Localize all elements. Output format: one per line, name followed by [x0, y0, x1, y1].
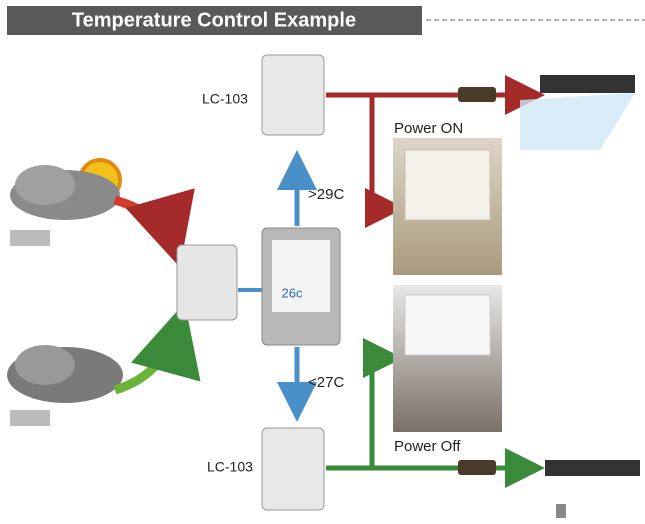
diagram: Temperature Control Example 26c >29C <27… — [0, 0, 645, 524]
arrow-cool — [115, 320, 180, 390]
cool-air — [520, 93, 635, 150]
status-on: Power ON — [394, 120, 463, 137]
adapter — [458, 460, 496, 475]
status-off: Power Off — [394, 438, 461, 455]
threshold-high: >29C — [308, 186, 344, 203]
screen — [272, 240, 330, 312]
sensor-device — [177, 245, 237, 320]
ac-unit — [540, 75, 635, 93]
screen-temp: 26c — [282, 285, 303, 300]
device-label: LC-103 — [207, 459, 253, 475]
city — [10, 410, 50, 426]
window — [405, 150, 490, 220]
title: Temperature Control Example — [72, 9, 356, 31]
city — [10, 230, 50, 246]
device-label: LC-103 — [202, 91, 248, 107]
adapter — [458, 87, 496, 102]
remote — [556, 504, 566, 518]
power-line — [372, 95, 395, 208]
arrow-heat — [115, 200, 175, 250]
ac-unit — [545, 460, 640, 476]
cloud — [15, 165, 75, 205]
relay-device — [262, 428, 324, 510]
power-line — [372, 358, 393, 468]
threshold-low: <27C — [308, 374, 344, 391]
relay-device — [262, 55, 324, 135]
cloud — [15, 345, 75, 385]
window — [405, 295, 490, 355]
